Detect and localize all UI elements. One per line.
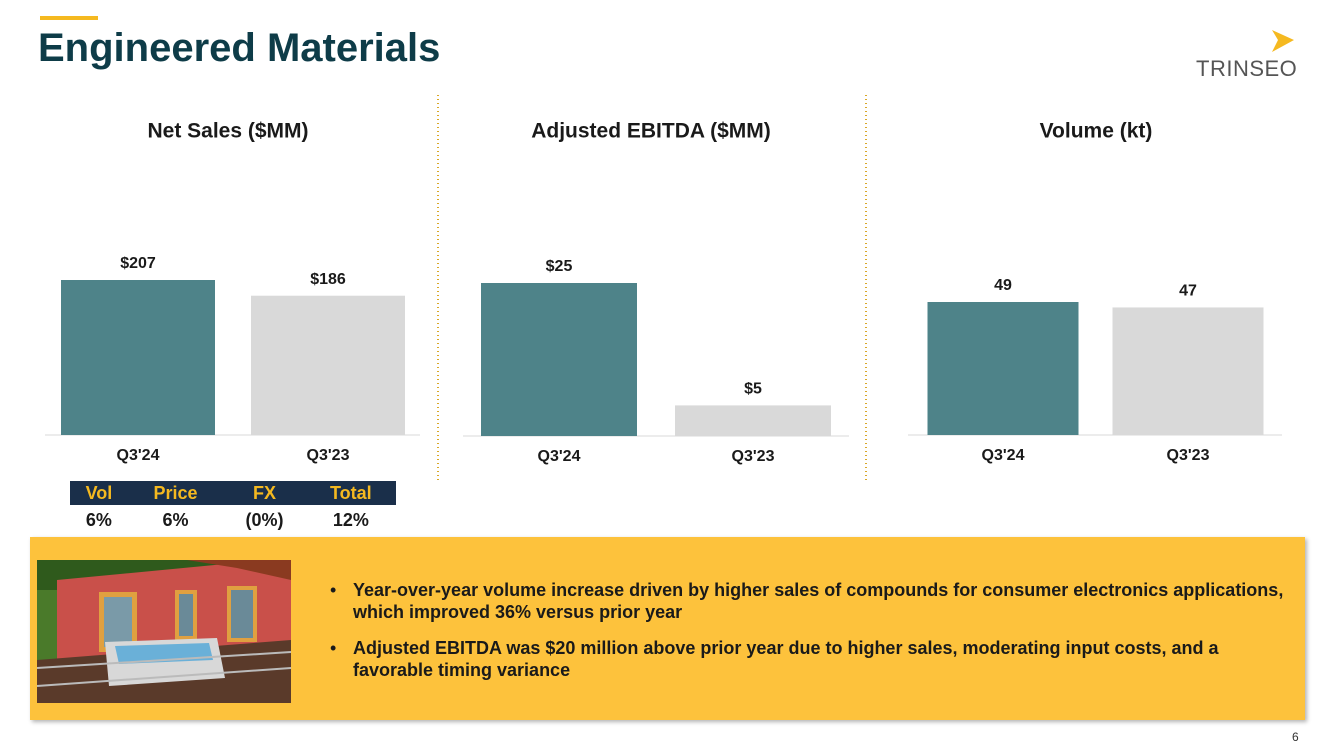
chart-title: Adjusted EBITDA ($MM) bbox=[531, 120, 771, 143]
x-tick-label: Q3'23 bbox=[732, 448, 775, 465]
value-label: $25 bbox=[546, 258, 573, 275]
chart-title: Net Sales ($MM) bbox=[147, 120, 308, 143]
charts: Net Sales ($MM) $207 Q3'24 $186 Q3'23 Adjuste… bbox=[45, 95, 1282, 482]
table-cell: 6% bbox=[162, 509, 189, 530]
bar bbox=[675, 405, 831, 436]
x-tick-label: Q3'24 bbox=[982, 447, 1025, 464]
value-label: 47 bbox=[1179, 283, 1197, 300]
bullet: Year-over-year volume increase driven by… bbox=[330, 579, 1300, 623]
bullet-list: Year-over-year volume increase driven by… bbox=[330, 579, 1300, 695]
accent-bar bbox=[40, 16, 98, 20]
bridge-table: Vol Price FX Total 6% 6% (0%) 12% bbox=[70, 481, 396, 535]
table-header: Price bbox=[127, 481, 224, 505]
x-tick-label: Q3'23 bbox=[1167, 447, 1210, 464]
table-header: FX bbox=[223, 481, 306, 505]
value-label: $186 bbox=[310, 271, 346, 288]
photo bbox=[37, 560, 291, 703]
table-header: Total bbox=[305, 481, 396, 505]
logo-mark bbox=[1272, 30, 1294, 52]
bar bbox=[61, 280, 215, 435]
value-label: 49 bbox=[994, 277, 1012, 294]
x-tick-label: Q3'24 bbox=[117, 447, 160, 464]
x-tick-label: Q3'24 bbox=[538, 448, 581, 465]
slide-title: Engineered Materials bbox=[38, 26, 441, 70]
table-cell: 12% bbox=[332, 509, 369, 530]
highlight-box: Year-over-year volume increase driven by… bbox=[30, 537, 1305, 720]
x-tick-label: Q3'23 bbox=[307, 447, 350, 464]
bar bbox=[251, 295, 405, 435]
logo: TRINSEO bbox=[1196, 56, 1298, 81]
bullet: Adjusted EBITDA was $20 million above pr… bbox=[330, 637, 1300, 681]
value-label: $207 bbox=[120, 255, 156, 272]
bar bbox=[927, 302, 1079, 435]
value-label: $5 bbox=[744, 381, 762, 398]
bar bbox=[1112, 307, 1264, 435]
page-number: 6 bbox=[1292, 730, 1299, 744]
table-cell: 6% bbox=[85, 509, 112, 530]
table-cell: (0%) bbox=[245, 509, 284, 530]
table-header: Vol bbox=[70, 481, 128, 505]
chart-title: Volume (kt) bbox=[1040, 120, 1153, 143]
bar bbox=[481, 283, 637, 436]
